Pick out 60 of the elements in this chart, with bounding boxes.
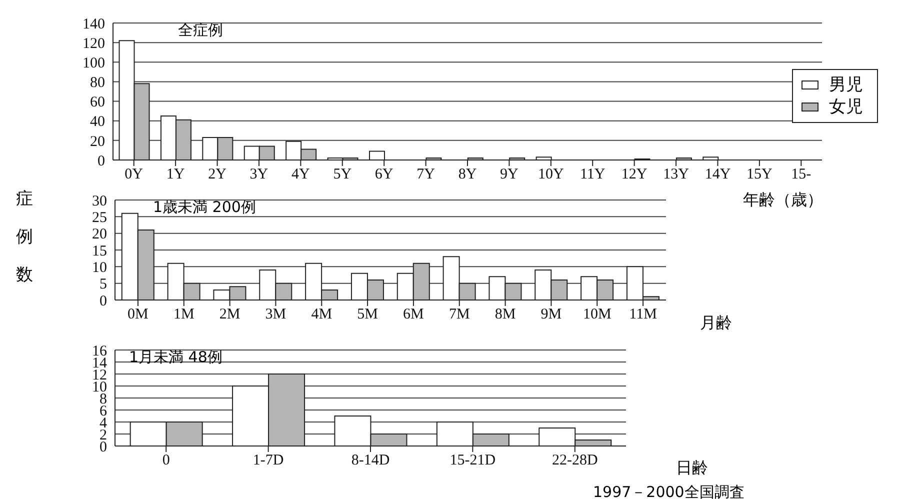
y-tick-label: 0 [98, 153, 105, 170]
y-tick-label: 100 [82, 55, 105, 72]
y-tick-label: 20 [92, 226, 107, 243]
y-tick-label: 25 [92, 210, 107, 226]
x-tick-label: 14Y [704, 166, 731, 183]
x-axis-title: 年齢（歳） [743, 190, 823, 211]
x-tick-label: 8-14D [351, 452, 390, 469]
x-tick-label: 0Y [124, 166, 144, 183]
x-tick-label: 5M [357, 306, 378, 323]
x-tick-label: 13Y [663, 166, 690, 183]
x-tick-label: 9Y [500, 166, 519, 183]
y-tick-label: 30 [92, 193, 107, 210]
x-tick-label: 0M [128, 306, 148, 323]
x-tick-label: 1-7D [252, 452, 284, 469]
x-tick-label: 11M [629, 306, 657, 323]
y-tick-label: 10 [92, 260, 107, 276]
x-tick-label: 22-28D [552, 452, 598, 469]
x-tick-label: 2M [219, 306, 240, 323]
y-tick-label: 80 [90, 75, 105, 92]
x-tick-label: 10M [582, 306, 612, 323]
y-tick-label: 20 [90, 134, 105, 150]
y-tick-label: 60 [90, 94, 105, 111]
legend-label: 男児 [829, 74, 863, 96]
x-tick-label: 1M [173, 306, 194, 323]
x-tick-label: 10Y [538, 166, 564, 183]
x-tick-label: 4Y [292, 166, 310, 183]
chart-title: 1歳未満 200例 [153, 198, 256, 216]
y-tick-label: 0 [100, 293, 107, 310]
x-axis-title: 日齢 [676, 458, 708, 479]
x-tick-label: 1Y [166, 166, 185, 183]
y-tick-label: 40 [90, 114, 105, 130]
x-tick-label: 0 [162, 452, 170, 469]
x-tick-label: 8Y [458, 166, 477, 183]
legend-label: 女児 [829, 96, 863, 118]
y-tick-label: 5 [100, 276, 107, 293]
x-tick-label: 6Y [374, 166, 394, 183]
y-tick-label: 140 [82, 16, 105, 32]
x-tick-label: 6M [403, 306, 424, 323]
text: 1997－2000全国調査 [593, 483, 744, 499]
chart-title: 1月未満 48例 [129, 348, 222, 366]
x-tick-label: 3M [265, 306, 286, 323]
x-tick-label: 11Y [580, 166, 606, 183]
y-tick-label: 0 [100, 439, 107, 456]
x-axis-title: 月齢 [700, 313, 732, 334]
x-tick-label: 15- [791, 166, 812, 183]
x-tick-label: 4M [311, 306, 332, 323]
x-tick-label: 12Y [621, 166, 648, 183]
x-tick-label: 2Y [208, 166, 227, 183]
chart-title: 全症例 [178, 21, 223, 39]
x-tick-label: 8M [494, 306, 516, 323]
x-tick-label: 5Y [333, 166, 352, 183]
x-tick-label: 9M [540, 306, 562, 323]
x-tick-label: 15-21D [450, 452, 496, 469]
x-tick-label: 3Y [250, 166, 268, 183]
y-tick-label: 15 [92, 243, 107, 260]
x-tick-label: 15Y [746, 166, 773, 183]
y-tick-label: 120 [82, 36, 105, 52]
y-axis-title: 症例数 [16, 188, 34, 287]
x-tick-label: 7Y [416, 166, 436, 183]
x-tick-label: 7M [448, 306, 470, 323]
